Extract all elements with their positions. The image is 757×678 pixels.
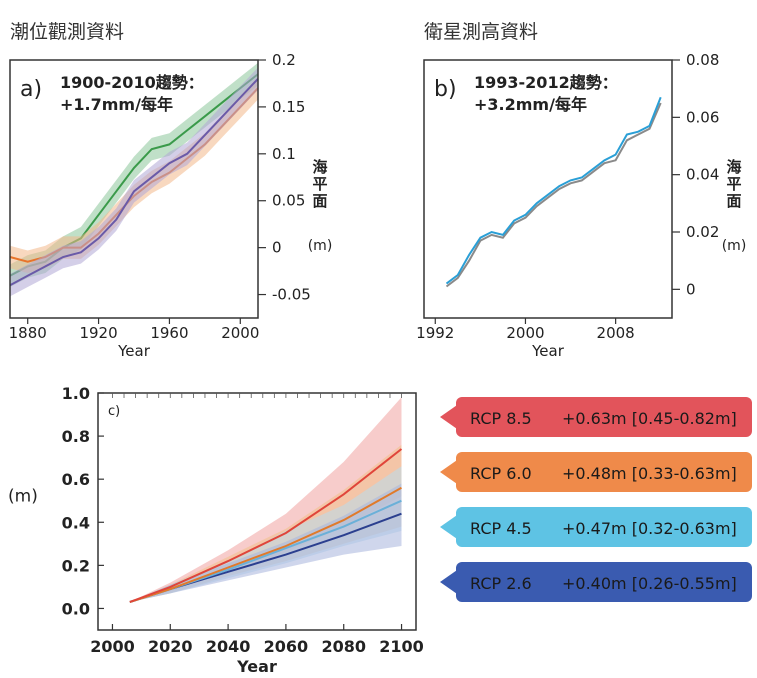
badge-pointer — [440, 458, 460, 486]
x-axis-label: Year — [236, 657, 277, 676]
plot-frame — [9, 59, 259, 319]
badge-value: +0.48m [0.33-0.63m] — [562, 464, 737, 483]
y-axis-label: 平 — [312, 175, 327, 193]
x-tick-label: 1960 — [150, 324, 188, 342]
y-axis-label: 面 — [312, 192, 327, 210]
scenario-line-2 — [129, 486, 402, 603]
y-tick-label: 0.06 — [686, 108, 719, 126]
y-axis-label: 面 — [726, 192, 741, 210]
rcp-badges: RCP 8.5 +0.63m [0.45-0.82m] RCP 6.0 +0.48m … — [440, 397, 752, 602]
panel-label: b) — [434, 77, 457, 102]
series-line-1 — [445, 96, 662, 285]
y-tick-label: 0 — [272, 239, 282, 257]
y-axis-label: (m) — [8, 487, 38, 507]
trend-annotation: +3.2mm/每年 — [474, 95, 587, 114]
y-tick-label: 0.15 — [272, 98, 305, 116]
x-tick-label: 2080 — [321, 637, 366, 656]
panel-a-chart: -0.05 0 0.05 0.1 0.15 0.2 1880 1920 1960 2000 Year… — [9, 51, 333, 360]
x-tick-label: 2000 — [506, 324, 544, 342]
x-axis-label: Year — [117, 342, 151, 360]
badge-pointer — [440, 568, 460, 596]
x-tick-label: 2000 — [90, 637, 135, 656]
badge-box — [456, 562, 752, 602]
panel-b-chart: 0 0.02 0.04 0.06 0.08 1992 2000 2008 Year 海平面 (m) b… — [416, 51, 746, 360]
y-tick-label: -0.05 — [272, 286, 311, 304]
y-tick-label: 0.2 — [272, 51, 296, 69]
badge-box — [456, 397, 752, 437]
badge-value: +0.40m [0.26-0.55m] — [562, 574, 737, 593]
y-axis-label: (m) — [722, 238, 747, 254]
y-tick-label: 0.8 — [62, 427, 90, 446]
badge-scenario-name: RCP 8.5 — [470, 409, 532, 428]
scenario-band-3 — [129, 483, 402, 602]
x-tick-label: 2060 — [264, 637, 309, 656]
y-tick-label: 0.0 — [62, 599, 90, 618]
y-axis-label: 海 — [312, 158, 327, 176]
x-tick-label: 1992 — [416, 324, 454, 342]
y-tick-label: 0.4 — [62, 513, 90, 532]
x-tick-label: 2100 — [379, 637, 424, 656]
y-tick-label: 0.02 — [686, 223, 719, 241]
badge-box — [456, 452, 752, 492]
panel-c-chart: 0.0 0.2 0.4 0.6 0.8 1.0 2000 2020 2040 2060 2080 21… — [8, 384, 424, 676]
badge-pointer — [440, 403, 460, 431]
y-tick-label: 0.04 — [686, 166, 719, 184]
badge-pointer — [440, 513, 460, 541]
trend-annotation: 1993-2012趨勢： — [474, 73, 618, 92]
y-tick-label: 0.08 — [686, 51, 719, 69]
series-band-1 — [10, 76, 258, 274]
y-tick-label: 0 — [686, 280, 696, 298]
x-tick-label: 1920 — [79, 324, 117, 342]
tide-gauge-header: 潮位觀測資料 — [10, 21, 124, 43]
y-tick-label: 0.2 — [62, 556, 90, 575]
y-tick-label: 1.0 — [62, 384, 90, 403]
badge-box — [456, 507, 752, 547]
trend-annotation: 1900-2010趨勢： — [60, 73, 204, 92]
series-band-2 — [10, 67, 258, 297]
y-axis-label: 平 — [726, 175, 741, 193]
plot-frame — [423, 59, 673, 319]
y-tick-label: 0.1 — [272, 145, 296, 163]
badge-scenario-name: RCP 6.0 — [470, 464, 532, 483]
y-axis-label: 海 — [726, 158, 741, 176]
x-tick-label: 2020 — [148, 637, 193, 656]
scenario-line-3 — [129, 448, 403, 603]
badge-value: +0.63m [0.45-0.82m] — [562, 409, 737, 428]
x-tick-label: 2008 — [597, 324, 635, 342]
badge-scenario-name: RCP 2.6 — [470, 574, 532, 593]
y-tick-label: 0.05 — [272, 192, 305, 210]
plot-frame — [97, 392, 417, 631]
satellite-header: 衛星測高資料 — [424, 21, 538, 43]
badge-scenario-name: RCP 4.5 — [470, 519, 532, 538]
trend-annotation: +1.7mm/每年 — [60, 95, 173, 114]
panel-label: a) — [20, 77, 42, 102]
y-tick-label: 0.6 — [62, 470, 90, 489]
panel-label: c) — [108, 404, 120, 419]
series-line-2 — [9, 78, 259, 287]
x-tick-label: 1880 — [9, 324, 47, 342]
x-axis-label: Year — [531, 342, 565, 360]
series-band-0 — [10, 62, 258, 287]
series-line-0 — [445, 102, 662, 288]
badge-value: +0.47m [0.32-0.63m] — [562, 519, 737, 538]
x-tick-label: 2000 — [221, 324, 259, 342]
x-tick-label: 2040 — [206, 637, 251, 656]
y-axis-label: (m) — [308, 238, 333, 254]
